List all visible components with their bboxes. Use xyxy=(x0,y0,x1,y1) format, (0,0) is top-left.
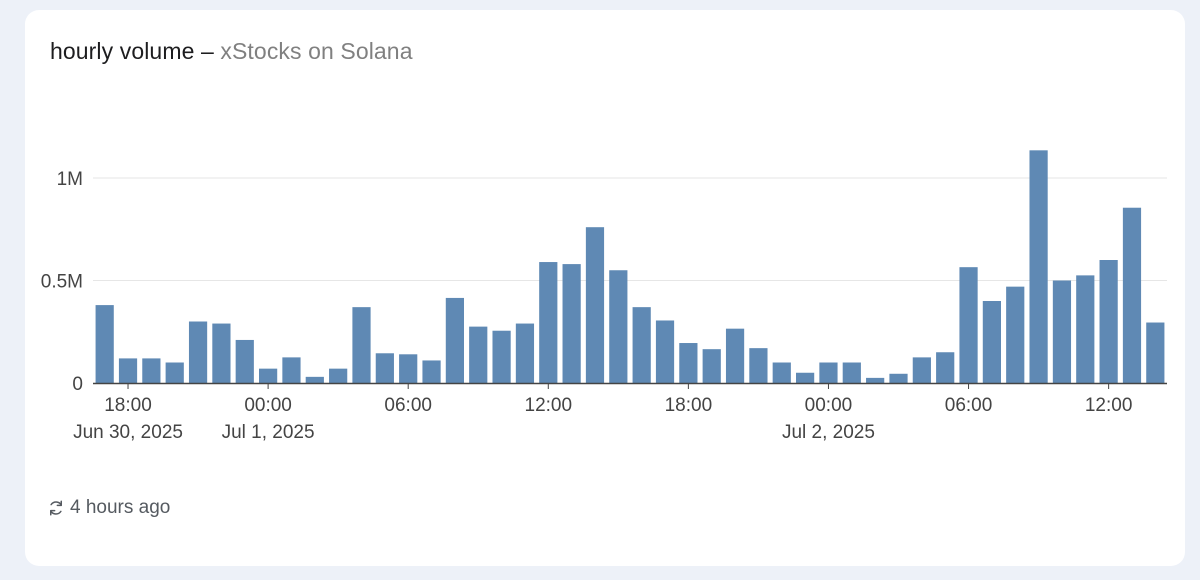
bar xyxy=(982,301,1001,383)
bar xyxy=(165,362,184,383)
bar xyxy=(1076,275,1095,383)
bar xyxy=(1052,280,1072,383)
bar xyxy=(305,376,324,383)
x-tick-label: 06:00 xyxy=(384,395,432,416)
bar xyxy=(515,323,535,383)
last-updated: 4 hours ago xyxy=(47,497,170,519)
x-tick-label: 12:00 xyxy=(525,395,573,416)
bar xyxy=(655,320,675,383)
refresh-icon[interactable] xyxy=(47,499,65,517)
bar xyxy=(118,358,138,383)
bar xyxy=(936,352,955,383)
bar xyxy=(866,377,885,383)
y-tick-label: 0.5M xyxy=(41,272,83,293)
chart-title-subtitle: xStocks on Solana xyxy=(220,38,413,64)
bar xyxy=(375,353,394,383)
bar xyxy=(445,297,464,383)
x-tick-label: 00:00 xyxy=(805,395,853,416)
bar xyxy=(422,360,441,383)
last-updated-text: 4 hours ago xyxy=(70,497,171,518)
chart-title-main: hourly volume xyxy=(50,38,195,64)
bar xyxy=(492,330,511,383)
bar xyxy=(702,349,721,383)
bar xyxy=(609,270,628,383)
bar xyxy=(1146,322,1165,383)
bar xyxy=(1122,207,1142,383)
bar xyxy=(725,328,745,383)
bar xyxy=(399,354,418,383)
x-tick-date-label: Jul 1, 2025 xyxy=(222,422,315,443)
bar xyxy=(188,321,208,383)
bar xyxy=(1029,150,1048,383)
bar xyxy=(259,368,278,383)
y-tick-label: 0 xyxy=(72,374,83,395)
bar xyxy=(889,373,908,383)
bar xyxy=(469,326,488,383)
chart-title-separator: – xyxy=(200,38,214,64)
bar xyxy=(959,267,978,383)
bar-chart: 0 0.5M 1M 18:00 Jun 30, 2025 00:00 Jul 1, 2025… xyxy=(41,150,1167,443)
chart-card: hourly volume – xStocks on Solana 0 0.5M 1… xyxy=(25,10,1185,566)
x-tick-date-label: Jul 2, 2025 xyxy=(782,422,875,443)
bar xyxy=(282,357,301,383)
bar xyxy=(1006,286,1025,383)
x-tick-label: 12:00 xyxy=(1085,395,1133,416)
bar xyxy=(352,307,371,383)
bar xyxy=(235,339,254,383)
x-tick-date-label: Jun 30, 2025 xyxy=(73,422,183,443)
bar xyxy=(539,262,558,383)
bar xyxy=(749,348,768,383)
bar xyxy=(796,372,815,383)
bar xyxy=(772,362,791,383)
bar xyxy=(142,358,161,383)
x-tick-label: 06:00 xyxy=(945,395,993,416)
y-tick-label: 1M xyxy=(57,169,83,190)
bar xyxy=(679,343,698,383)
chart-title: hourly volume – xStocks on Solana xyxy=(50,38,413,65)
x-tick-label: 00:00 xyxy=(244,395,292,416)
x-tick-label: 18:00 xyxy=(104,395,152,416)
x-tick-label: 18:00 xyxy=(665,395,713,416)
bar xyxy=(912,357,931,383)
bar xyxy=(562,264,581,383)
bar xyxy=(632,307,651,383)
bar xyxy=(842,362,861,383)
bar xyxy=(329,368,348,383)
bar xyxy=(819,362,838,383)
bar xyxy=(1099,260,1118,383)
bar xyxy=(212,323,231,383)
bar xyxy=(585,227,605,383)
bar xyxy=(95,305,114,383)
